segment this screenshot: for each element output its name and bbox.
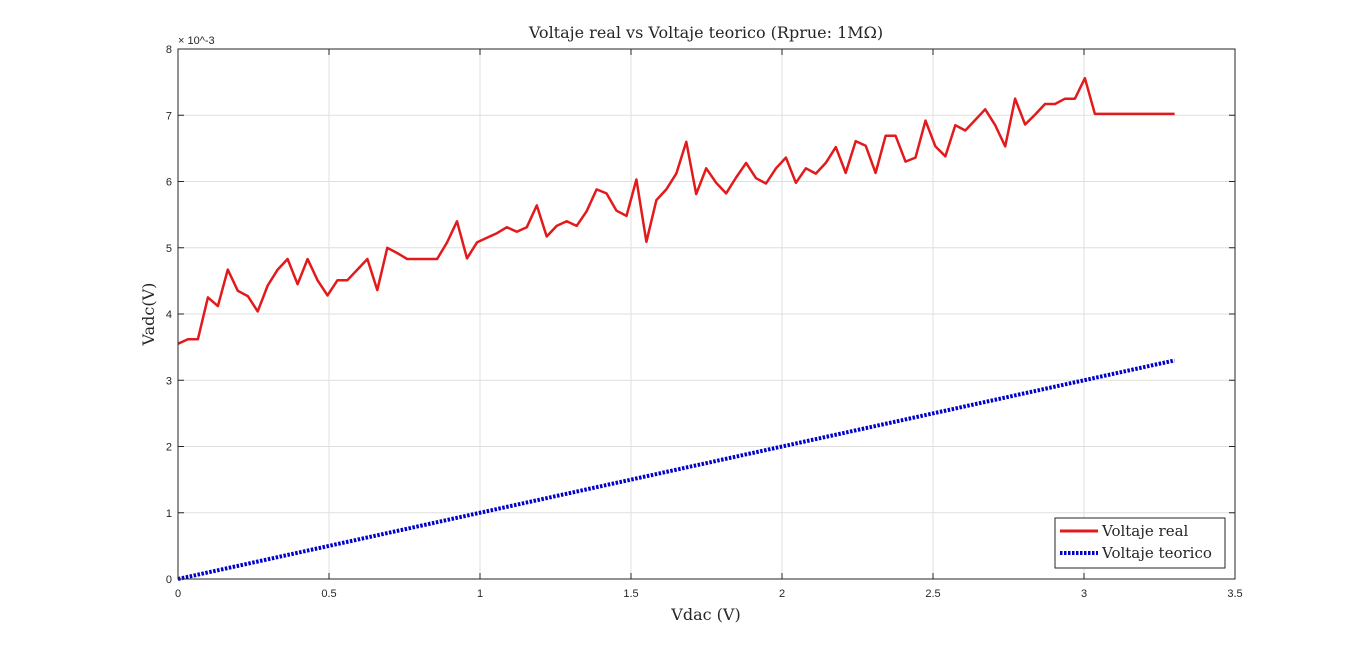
legend-label-voltaje-teorico: Voltaje teorico: [1101, 544, 1212, 562]
ticks: 0 0.5 1 1.5 2 2.5 3 3.5 0 1 2 3 4 5 6 7 8: [166, 44, 1243, 600]
x-tick-label: 0.5: [321, 588, 336, 600]
x-tick-label: 3.5: [1227, 588, 1242, 600]
y-tick-label: 1: [166, 508, 172, 520]
y-tick-label: 6: [166, 177, 172, 189]
x-tick-label: 2.5: [925, 588, 940, 600]
x-tick-label: 1.5: [623, 588, 638, 600]
x-tick-label: 1: [477, 588, 483, 600]
legend-label-voltaje-real: Voltaje real: [1101, 522, 1189, 540]
legend-box: [1054, 517, 1226, 569]
y-tick-label: 0: [166, 574, 172, 586]
y-tick-label: 3: [166, 375, 172, 387]
series-line-voltaje-teorico: [177, 358, 1176, 581]
series-layer: [177, 76, 1176, 581]
y-tick-label: 4: [166, 309, 172, 321]
y-tick-label: 8: [166, 44, 172, 56]
y-exponent-label: × 10^-3: [178, 35, 215, 47]
x-axis-label: Vdac (V): [670, 605, 740, 624]
y-tick-label: 2: [166, 442, 172, 454]
x-tick-label: 3: [1081, 588, 1087, 600]
x-tick-label: 2: [779, 588, 785, 600]
series-line-voltaje-real: [177, 76, 1175, 345]
y-tick-label: 7: [166, 110, 172, 122]
y-tick-label: 5: [166, 243, 172, 255]
legend: Voltaje real Voltaje teorico: [1054, 517, 1226, 569]
y-axis-label: Vadc(V): [139, 283, 158, 347]
x-tick-label: 0: [175, 588, 181, 600]
chart-title: Voltaje real vs Voltaje teorico (Rprue: …: [528, 23, 883, 42]
